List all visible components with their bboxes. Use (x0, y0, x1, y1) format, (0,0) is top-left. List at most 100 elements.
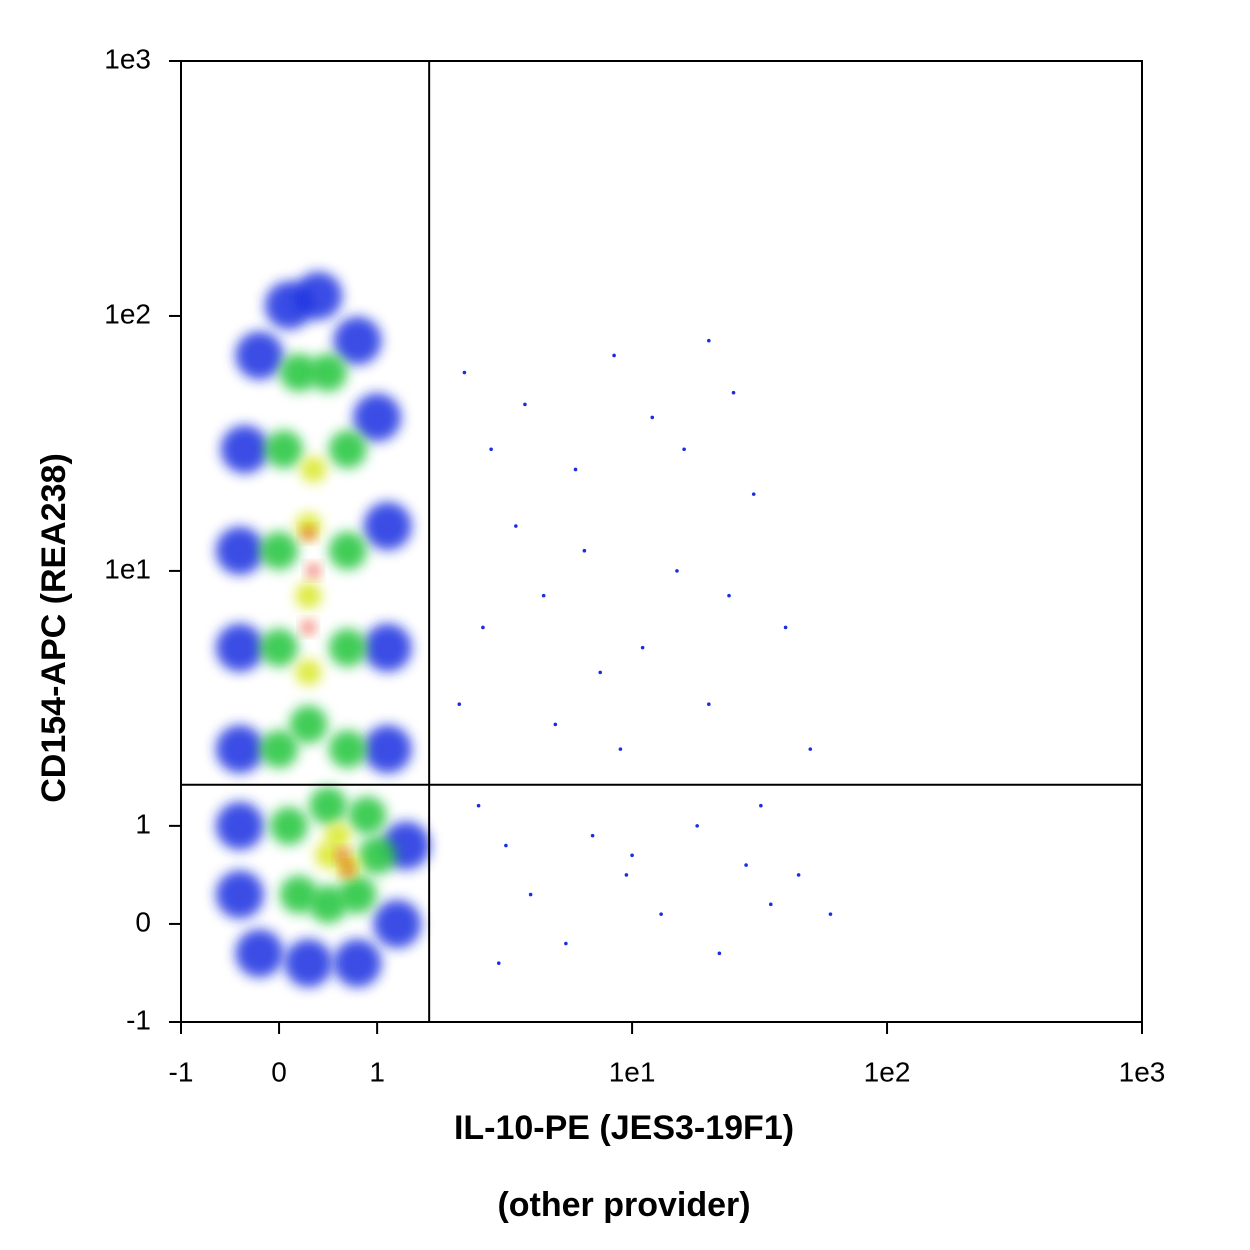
point (659, 912, 663, 916)
x-tick-label: 1 (369, 1056, 385, 1087)
point (260, 531, 299, 570)
point (541, 593, 546, 598)
point (295, 513, 322, 540)
point (279, 353, 318, 392)
point (289, 705, 328, 744)
point (336, 849, 349, 862)
point (333, 316, 382, 365)
y-tick-label: -1 (126, 1004, 151, 1035)
point (363, 623, 412, 672)
point (215, 526, 264, 575)
point (695, 824, 699, 828)
point (624, 873, 629, 877)
point (612, 353, 616, 358)
point (260, 628, 299, 667)
point (328, 730, 367, 769)
plot-frame (180, 60, 1143, 1023)
point (481, 625, 485, 630)
point (302, 527, 315, 540)
point (324, 822, 351, 849)
point (373, 899, 422, 948)
point (640, 645, 645, 650)
point (504, 843, 508, 848)
point (717, 951, 722, 956)
point (358, 836, 397, 875)
point (338, 875, 377, 914)
point (235, 929, 284, 978)
point (783, 625, 788, 630)
point (363, 502, 412, 551)
y-tick-label: 1e1 (104, 553, 151, 584)
y-tick-label: 1 (135, 808, 151, 839)
y-tick-label: 1e3 (104, 43, 151, 74)
point (675, 569, 679, 573)
point (528, 892, 533, 897)
point (333, 939, 382, 988)
point (682, 447, 686, 452)
point (215, 801, 264, 850)
point (759, 803, 763, 808)
point (264, 430, 303, 469)
point (727, 593, 731, 598)
point (573, 467, 578, 472)
point (363, 725, 412, 774)
point (808, 747, 813, 751)
point (295, 659, 322, 686)
y-axis-label: CD154-APC (REA238) (35, 453, 73, 803)
point (284, 939, 333, 988)
point (598, 670, 603, 675)
point (353, 393, 402, 442)
point (457, 702, 462, 707)
y-tick-label: 1e2 (104, 298, 151, 329)
point (302, 621, 315, 634)
point (476, 803, 481, 808)
point (751, 492, 756, 496)
point (328, 430, 367, 469)
x-axis-note: (other provider) (497, 1186, 750, 1224)
x-tick-label: 1e3 (1119, 1056, 1166, 1087)
point (348, 796, 387, 835)
point (564, 941, 568, 946)
point (328, 628, 367, 667)
x-axis-label: IL-10-PE (JES3-19F1) (454, 1109, 794, 1147)
point (707, 338, 711, 343)
point (618, 747, 623, 751)
point (215, 725, 264, 774)
point (328, 531, 367, 570)
point (553, 722, 558, 727)
point (582, 548, 587, 553)
x-tick-label: 1e2 (864, 1056, 911, 1087)
point (523, 402, 527, 407)
point (828, 912, 833, 916)
point (650, 415, 655, 420)
point (514, 524, 518, 528)
point (294, 271, 343, 320)
y-tick-label: 0 (135, 906, 151, 937)
point (215, 870, 264, 919)
point (707, 702, 711, 707)
point (269, 806, 308, 845)
point (295, 582, 322, 609)
point (315, 842, 342, 869)
point (744, 863, 748, 867)
point (309, 786, 348, 825)
point (496, 961, 501, 965)
point (309, 353, 348, 392)
point (590, 833, 595, 838)
point (307, 564, 320, 577)
point (462, 370, 467, 375)
x-tick-label: -1 (169, 1056, 194, 1087)
point (489, 447, 493, 452)
point (260, 730, 299, 769)
point (220, 425, 269, 474)
point (235, 331, 284, 380)
point (630, 853, 634, 858)
point (731, 390, 736, 395)
point (796, 873, 801, 877)
point (215, 623, 264, 672)
point (300, 456, 327, 483)
point (768, 902, 773, 907)
x-tick-label: 0 (271, 1056, 287, 1087)
